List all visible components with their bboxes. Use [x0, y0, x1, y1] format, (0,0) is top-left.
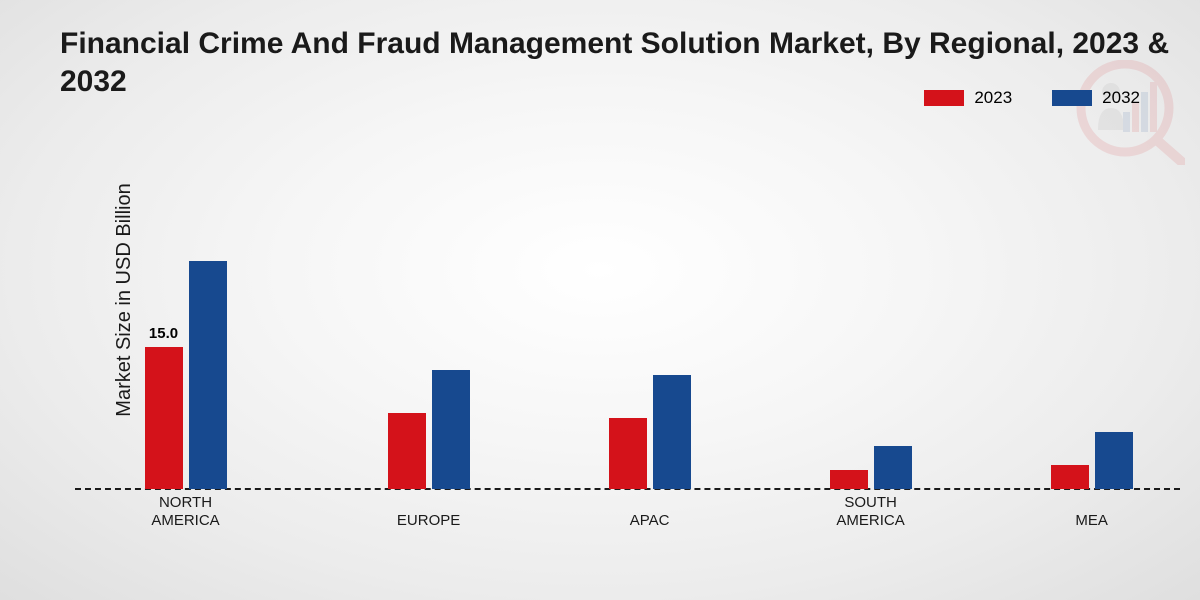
x-axis-category-label: NORTH AMERICA — [151, 494, 219, 530]
plot-area: 15.0 NORTH AMERICA EUROPE APAC SOUTH AMERIC… — [75, 140, 1180, 540]
bar-group — [1051, 432, 1133, 489]
legend-item-2023: 2023 — [924, 88, 1012, 108]
bar — [1095, 432, 1133, 489]
bar-value-label: 15.0 — [149, 325, 178, 342]
x-axis-category-label: SOUTH AMERICA — [836, 494, 904, 530]
x-axis-category-label: EUROPE — [397, 512, 460, 530]
bar-group: 15.0 — [145, 261, 227, 489]
bar — [609, 418, 647, 489]
bar — [388, 413, 426, 489]
legend-swatch-2023 — [924, 90, 964, 106]
legend-swatch-2032 — [1052, 90, 1092, 106]
bar — [432, 370, 470, 489]
legend-label-2032: 2032 — [1102, 88, 1140, 108]
y-axis-label: Market Size in USD Billion — [113, 183, 136, 416]
bar — [653, 375, 691, 489]
legend-item-2032: 2032 — [1052, 88, 1140, 108]
bar: 15.0 — [145, 347, 183, 490]
bar — [189, 261, 227, 489]
bar — [1051, 465, 1089, 489]
bar-group — [830, 446, 912, 489]
bar-group — [388, 370, 470, 489]
x-axis-category-label: MEA — [1075, 512, 1108, 530]
legend: 2023 2032 — [924, 88, 1140, 108]
bar-group — [609, 375, 691, 489]
x-axis-category-label: APAC — [630, 512, 670, 530]
bar — [830, 470, 868, 489]
bar — [874, 446, 912, 489]
legend-label-2023: 2023 — [974, 88, 1012, 108]
